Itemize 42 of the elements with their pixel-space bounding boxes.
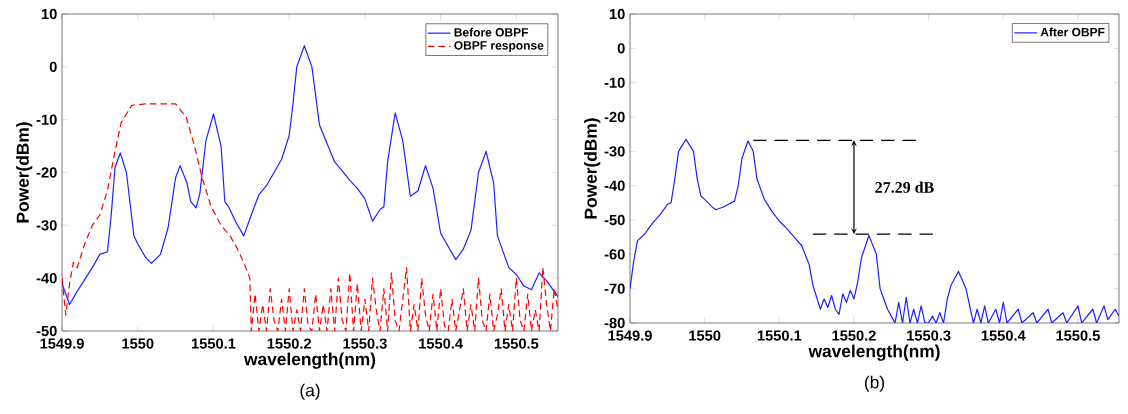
y-tick-label: -80 xyxy=(604,317,625,329)
x-tick-label: 1550 xyxy=(122,338,154,349)
line-series xyxy=(630,138,1119,323)
x-tick-label: 1550.4 xyxy=(419,338,463,349)
y-tick-label: -10 xyxy=(36,114,57,125)
y-tick-label: -50 xyxy=(604,214,625,226)
y-tick-label: -20 xyxy=(36,167,57,178)
legend-label: Before OBPF xyxy=(454,27,529,37)
x-tick-label: 1550.1 xyxy=(757,330,802,341)
x-tick-label: 1550.5 xyxy=(494,338,539,349)
x-axis-title: wavelength(nm) xyxy=(244,352,376,369)
annotation: 27.29 dB xyxy=(875,181,934,193)
y-tick-label: 0 xyxy=(617,43,625,54)
y-tick-label: -40 xyxy=(604,180,625,191)
x-tick-label: 1550 xyxy=(689,330,721,341)
x-tick-label: 1550.2 xyxy=(832,330,876,341)
y-axis-title: Power(dBm) xyxy=(16,122,33,223)
y-tick-label: -70 xyxy=(604,283,625,294)
y-tick-label: -50 xyxy=(36,325,57,337)
y-tick-label: 10 xyxy=(41,8,57,20)
legend-label: OBPF response xyxy=(454,41,544,53)
y-tick-label: -60 xyxy=(604,249,625,260)
text: (a) xyxy=(300,383,320,400)
x-tick-label: 1549.9 xyxy=(608,330,652,341)
text: (b) xyxy=(864,375,885,392)
y-tick-label: -30 xyxy=(604,146,625,157)
y-tick-label: -20 xyxy=(604,111,625,123)
y-tick-label: -40 xyxy=(36,272,57,284)
x-tick-label: 1550.1 xyxy=(191,338,236,349)
y-tick-label: 0 xyxy=(49,61,57,73)
x-tick-label: 1549.9 xyxy=(40,338,84,349)
x-tick-label: 1550.5 xyxy=(1056,330,1100,341)
y-tick-label: 10 xyxy=(609,8,625,20)
y-axis-title: Power(dBm) xyxy=(584,118,601,219)
x-tick-label: 1550.2 xyxy=(267,338,312,349)
x-tick-label: 1550.3 xyxy=(907,330,951,341)
y-tick-label: -30 xyxy=(36,220,57,231)
x-tick-label: 1550.4 xyxy=(981,330,1026,341)
legend-label: After OBPF xyxy=(1040,27,1105,37)
x-tick-label: 1550.3 xyxy=(343,338,387,349)
x-axis-title: wavelength(nm) xyxy=(808,344,940,361)
y-tick-label: -10 xyxy=(604,77,625,88)
